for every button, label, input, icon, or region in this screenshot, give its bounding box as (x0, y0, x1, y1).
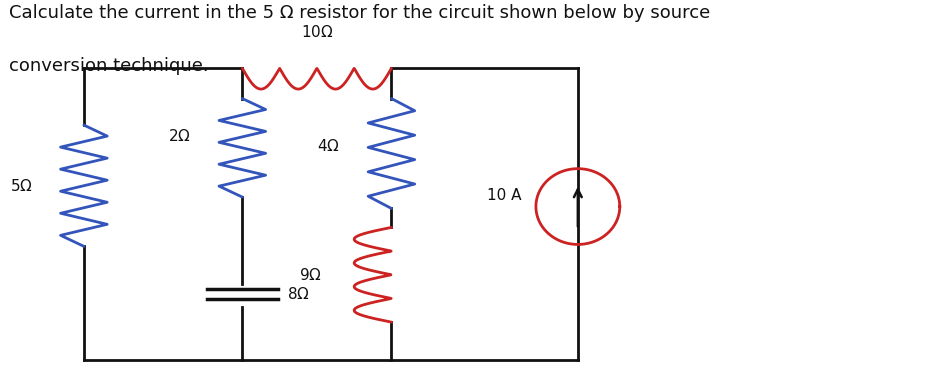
Text: Calculate the current in the 5 Ω resistor for the circuit shown below by source: Calculate the current in the 5 Ω resisto… (9, 4, 710, 22)
Text: 5$\Omega$: 5$\Omega$ (10, 178, 33, 194)
Text: 10$\Omega$: 10$\Omega$ (301, 24, 333, 40)
Text: 8$\Omega$: 8$\Omega$ (287, 286, 309, 302)
Text: 4$\Omega$: 4$\Omega$ (318, 138, 340, 154)
Text: conversion technique.: conversion technique. (9, 57, 209, 75)
Text: 9$\Omega$: 9$\Omega$ (299, 267, 322, 283)
Text: 2$\Omega$: 2$\Omega$ (169, 128, 191, 144)
Text: 10 A: 10 A (487, 188, 522, 203)
